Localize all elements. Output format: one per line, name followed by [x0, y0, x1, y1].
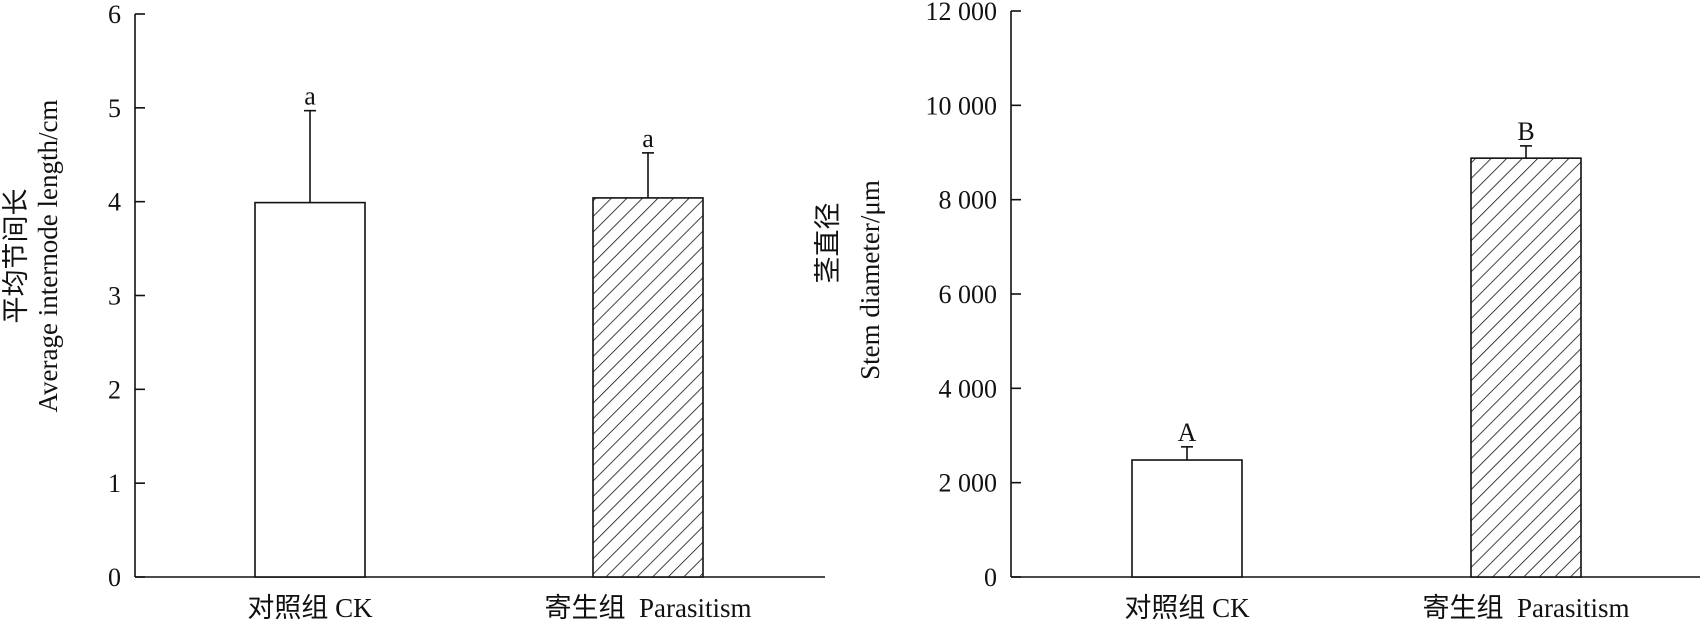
category-label: 对照组 CK: [247, 593, 373, 623]
y-tick-label: 4: [108, 188, 121, 217]
left-panel: 平均节间长 Average internode length/cm 0 1 2 3 4 5…: [1, 0, 825, 623]
bar: [254, 201, 366, 578]
y-tick-label: 6: [108, 0, 121, 29]
category-label: 寄生组 Parasitism: [545, 593, 752, 623]
y-tick-label: 2 000: [939, 469, 998, 498]
bar: [1131, 459, 1243, 578]
significance-label: A: [1178, 418, 1197, 447]
right-panel: 茎直径 Stem diameter/μm 0 2 000 4 000 6 000 8 0…: [813, 0, 1700, 623]
y-tick-label: 3: [108, 282, 121, 311]
significance-label: a: [304, 82, 316, 111]
y-tick-label: 2: [108, 375, 121, 404]
y-tick-label: 8 000: [939, 186, 998, 215]
y-tick-label: 10 000: [926, 91, 998, 120]
right-ylabel-en: Stem diameter/μm: [855, 180, 885, 380]
category-label: 寄生组 Parasitism: [1423, 593, 1630, 623]
y-tick-label: 1: [108, 469, 121, 498]
y-tick-label: 5: [108, 94, 121, 123]
y-tick-label: 0: [984, 563, 997, 592]
category-label: 对照组 CK: [1124, 593, 1250, 623]
y-tick-label: 6 000: [939, 280, 998, 309]
left-ylabel-en: Average internode length/cm: [33, 100, 63, 413]
y-tick-label: 0: [108, 563, 121, 592]
bar: [592, 197, 704, 578]
significance-label: a: [642, 124, 654, 153]
significance-label: B: [1517, 117, 1534, 146]
y-tick-label: 12 000: [926, 0, 998, 26]
left-plot-area: 0 1 2 3 4 5 6 a 对照组 CK a 寄生组 Parasitism: [108, 0, 825, 623]
left-ylabel-cn: 平均节间长: [1, 189, 31, 324]
bar: [1470, 157, 1582, 578]
right-plot-area: 0 2 000 4 000 6 000 8 000 10 000 12 000 A 对照组 CK…: [926, 0, 1700, 623]
y-tick-label: 4 000: [939, 374, 998, 403]
right-ylabel-cn: 茎直径: [813, 203, 843, 284]
